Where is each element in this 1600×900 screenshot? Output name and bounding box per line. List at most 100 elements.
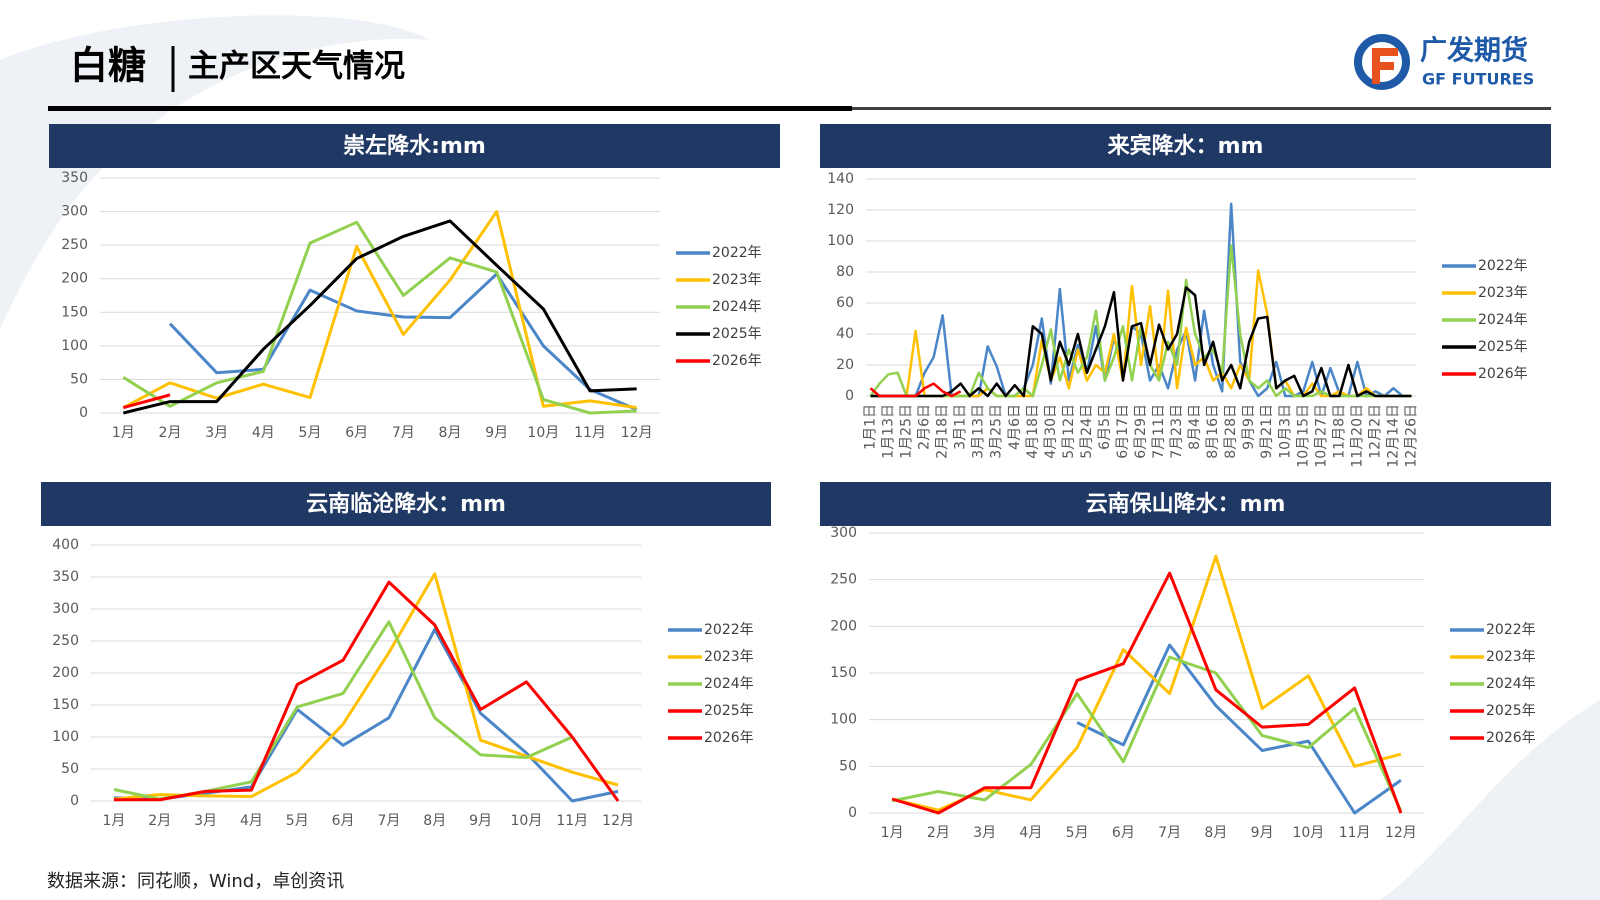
x-tick-label: 1月25日: [899, 404, 915, 459]
y-tick-label: 100: [61, 338, 88, 354]
x-tick-label: 6月5日: [1097, 404, 1113, 450]
chart-title-bar: [49, 124, 780, 168]
x-tick-label: 11月: [1339, 825, 1371, 841]
x-tick-label: 12月: [602, 813, 634, 829]
y-tick-label: 50: [61, 761, 79, 777]
header-rule: [48, 106, 852, 111]
y-tick-label: 200: [52, 665, 79, 681]
x-tick-label: 7月: [392, 425, 415, 441]
y-tick-label: 250: [830, 572, 857, 588]
series-line: [869, 244, 1412, 398]
chart-title-bar: [820, 482, 1551, 526]
legend-label: 2026年: [712, 353, 762, 369]
x-tick-label: 7月11日: [1151, 404, 1167, 459]
x-tick-label: 9月: [1251, 825, 1274, 841]
y-tick-label: 150: [830, 665, 857, 681]
y-tick-label: 300: [52, 601, 79, 617]
x-tick-label: 3月25日: [989, 404, 1005, 459]
x-tick-label: 4月18日: [1025, 404, 1041, 459]
x-tick-label: 9月21日: [1259, 404, 1275, 459]
x-tick-label: 5月12日: [1061, 404, 1077, 459]
x-tick-label: 8月: [1204, 825, 1227, 841]
x-tick-label: 3月: [205, 425, 228, 441]
y-tick-label: 100: [52, 729, 79, 745]
legend-label: 2022年: [1486, 622, 1536, 638]
legend-label: 2024年: [704, 676, 754, 692]
source-note: 数据来源：同花顺，Wind，卓创资讯: [47, 871, 344, 892]
x-tick-label: 8月: [439, 425, 462, 441]
x-tick-label: 3月: [973, 825, 996, 841]
chart-title-bar: [41, 482, 771, 526]
logo-text: 广发期货: [1420, 35, 1528, 67]
y-tick-label: 200: [61, 271, 88, 287]
x-tick-label: 5月: [1066, 825, 1089, 841]
legend-label: 2022年: [1478, 258, 1528, 274]
y-tick-label: 0: [70, 793, 79, 809]
x-tick-label: 9月9日: [1241, 404, 1257, 450]
x-tick-label: 2月: [159, 425, 182, 441]
chart-title-bar: [820, 124, 1551, 168]
x-tick-label: 11月20日: [1349, 404, 1365, 468]
logo-text-en: GF FUTURES: [1422, 70, 1534, 89]
x-tick-label: 3月1日: [953, 404, 969, 450]
series-line: [870, 286, 1412, 398]
legend-label: 2026年: [704, 730, 754, 746]
x-tick-label: 10月15日: [1295, 404, 1311, 468]
y-tick-label: 20: [836, 357, 854, 373]
series-line: [891, 554, 1402, 812]
x-tick-label: 8月28日: [1223, 404, 1239, 459]
x-tick-label: 11月8日: [1331, 404, 1347, 459]
x-tick-label: 6月: [332, 813, 355, 829]
x-tick-label: 6月: [1112, 825, 1135, 841]
logo-ring: [1354, 34, 1410, 90]
x-tick-label: 6月17日: [1115, 404, 1131, 459]
page-title: 白糖: [70, 44, 146, 88]
series-line: [870, 202, 1412, 398]
x-tick-label: 4月30日: [1043, 404, 1059, 459]
chart-title: 崇左降水:mm: [343, 133, 486, 159]
series-line: [113, 580, 620, 802]
y-tick-label: 350: [52, 569, 79, 585]
x-tick-label: 10月3日: [1277, 404, 1293, 459]
logo: 广发期货 GF FUTURES: [1354, 34, 1534, 90]
x-tick-label: 12月: [1385, 825, 1417, 841]
y-tick-label: 50: [70, 371, 88, 387]
series-line: [869, 382, 962, 398]
x-tick-label: 3月13日: [971, 404, 987, 459]
y-tick-label: 40: [836, 326, 854, 342]
x-tick-label: 12月: [621, 425, 653, 441]
x-tick-label: 1月: [881, 825, 904, 841]
legend-label: 2025年: [704, 703, 754, 719]
background-swirl: [1380, 700, 1600, 900]
y-tick-label: 400: [52, 537, 79, 553]
x-tick-label: 4月: [252, 425, 275, 441]
x-tick-label: 1月: [112, 425, 135, 441]
x-tick-label: 7月23日: [1169, 404, 1185, 459]
x-tick-label: 2月6日: [917, 404, 933, 450]
y-tick-label: 250: [52, 633, 79, 649]
legend-label: 2026年: [1486, 730, 1536, 746]
x-tick-label: 5月: [299, 425, 322, 441]
y-tick-label: 100: [827, 233, 854, 249]
y-tick-label: 140: [827, 171, 854, 187]
x-tick-label: 4月: [1019, 825, 1042, 841]
x-tick-label: 1月13日: [881, 404, 897, 459]
y-tick-label: 100: [830, 712, 857, 728]
legend-label: 2023年: [712, 272, 762, 288]
x-tick-label: 10月: [1292, 825, 1324, 841]
x-tick-label: 12月14日: [1385, 404, 1401, 468]
legend-label: 2023年: [1478, 285, 1528, 301]
x-tick-label: 9月: [469, 813, 492, 829]
y-tick-label: 150: [61, 304, 88, 320]
legend-label: 2025年: [1478, 339, 1528, 355]
y-tick-label: 120: [827, 202, 854, 218]
chart-title: 云南临沧降水：mm: [306, 491, 506, 517]
legend-label: 2023年: [704, 649, 754, 665]
x-tick-label: 5月: [286, 813, 309, 829]
y-tick-label: 80: [836, 264, 854, 280]
x-tick-label: 4月: [240, 813, 263, 829]
y-tick-label: 250: [61, 237, 88, 253]
y-tick-label: 300: [61, 204, 88, 220]
x-tick-label: 7月: [1158, 825, 1181, 841]
